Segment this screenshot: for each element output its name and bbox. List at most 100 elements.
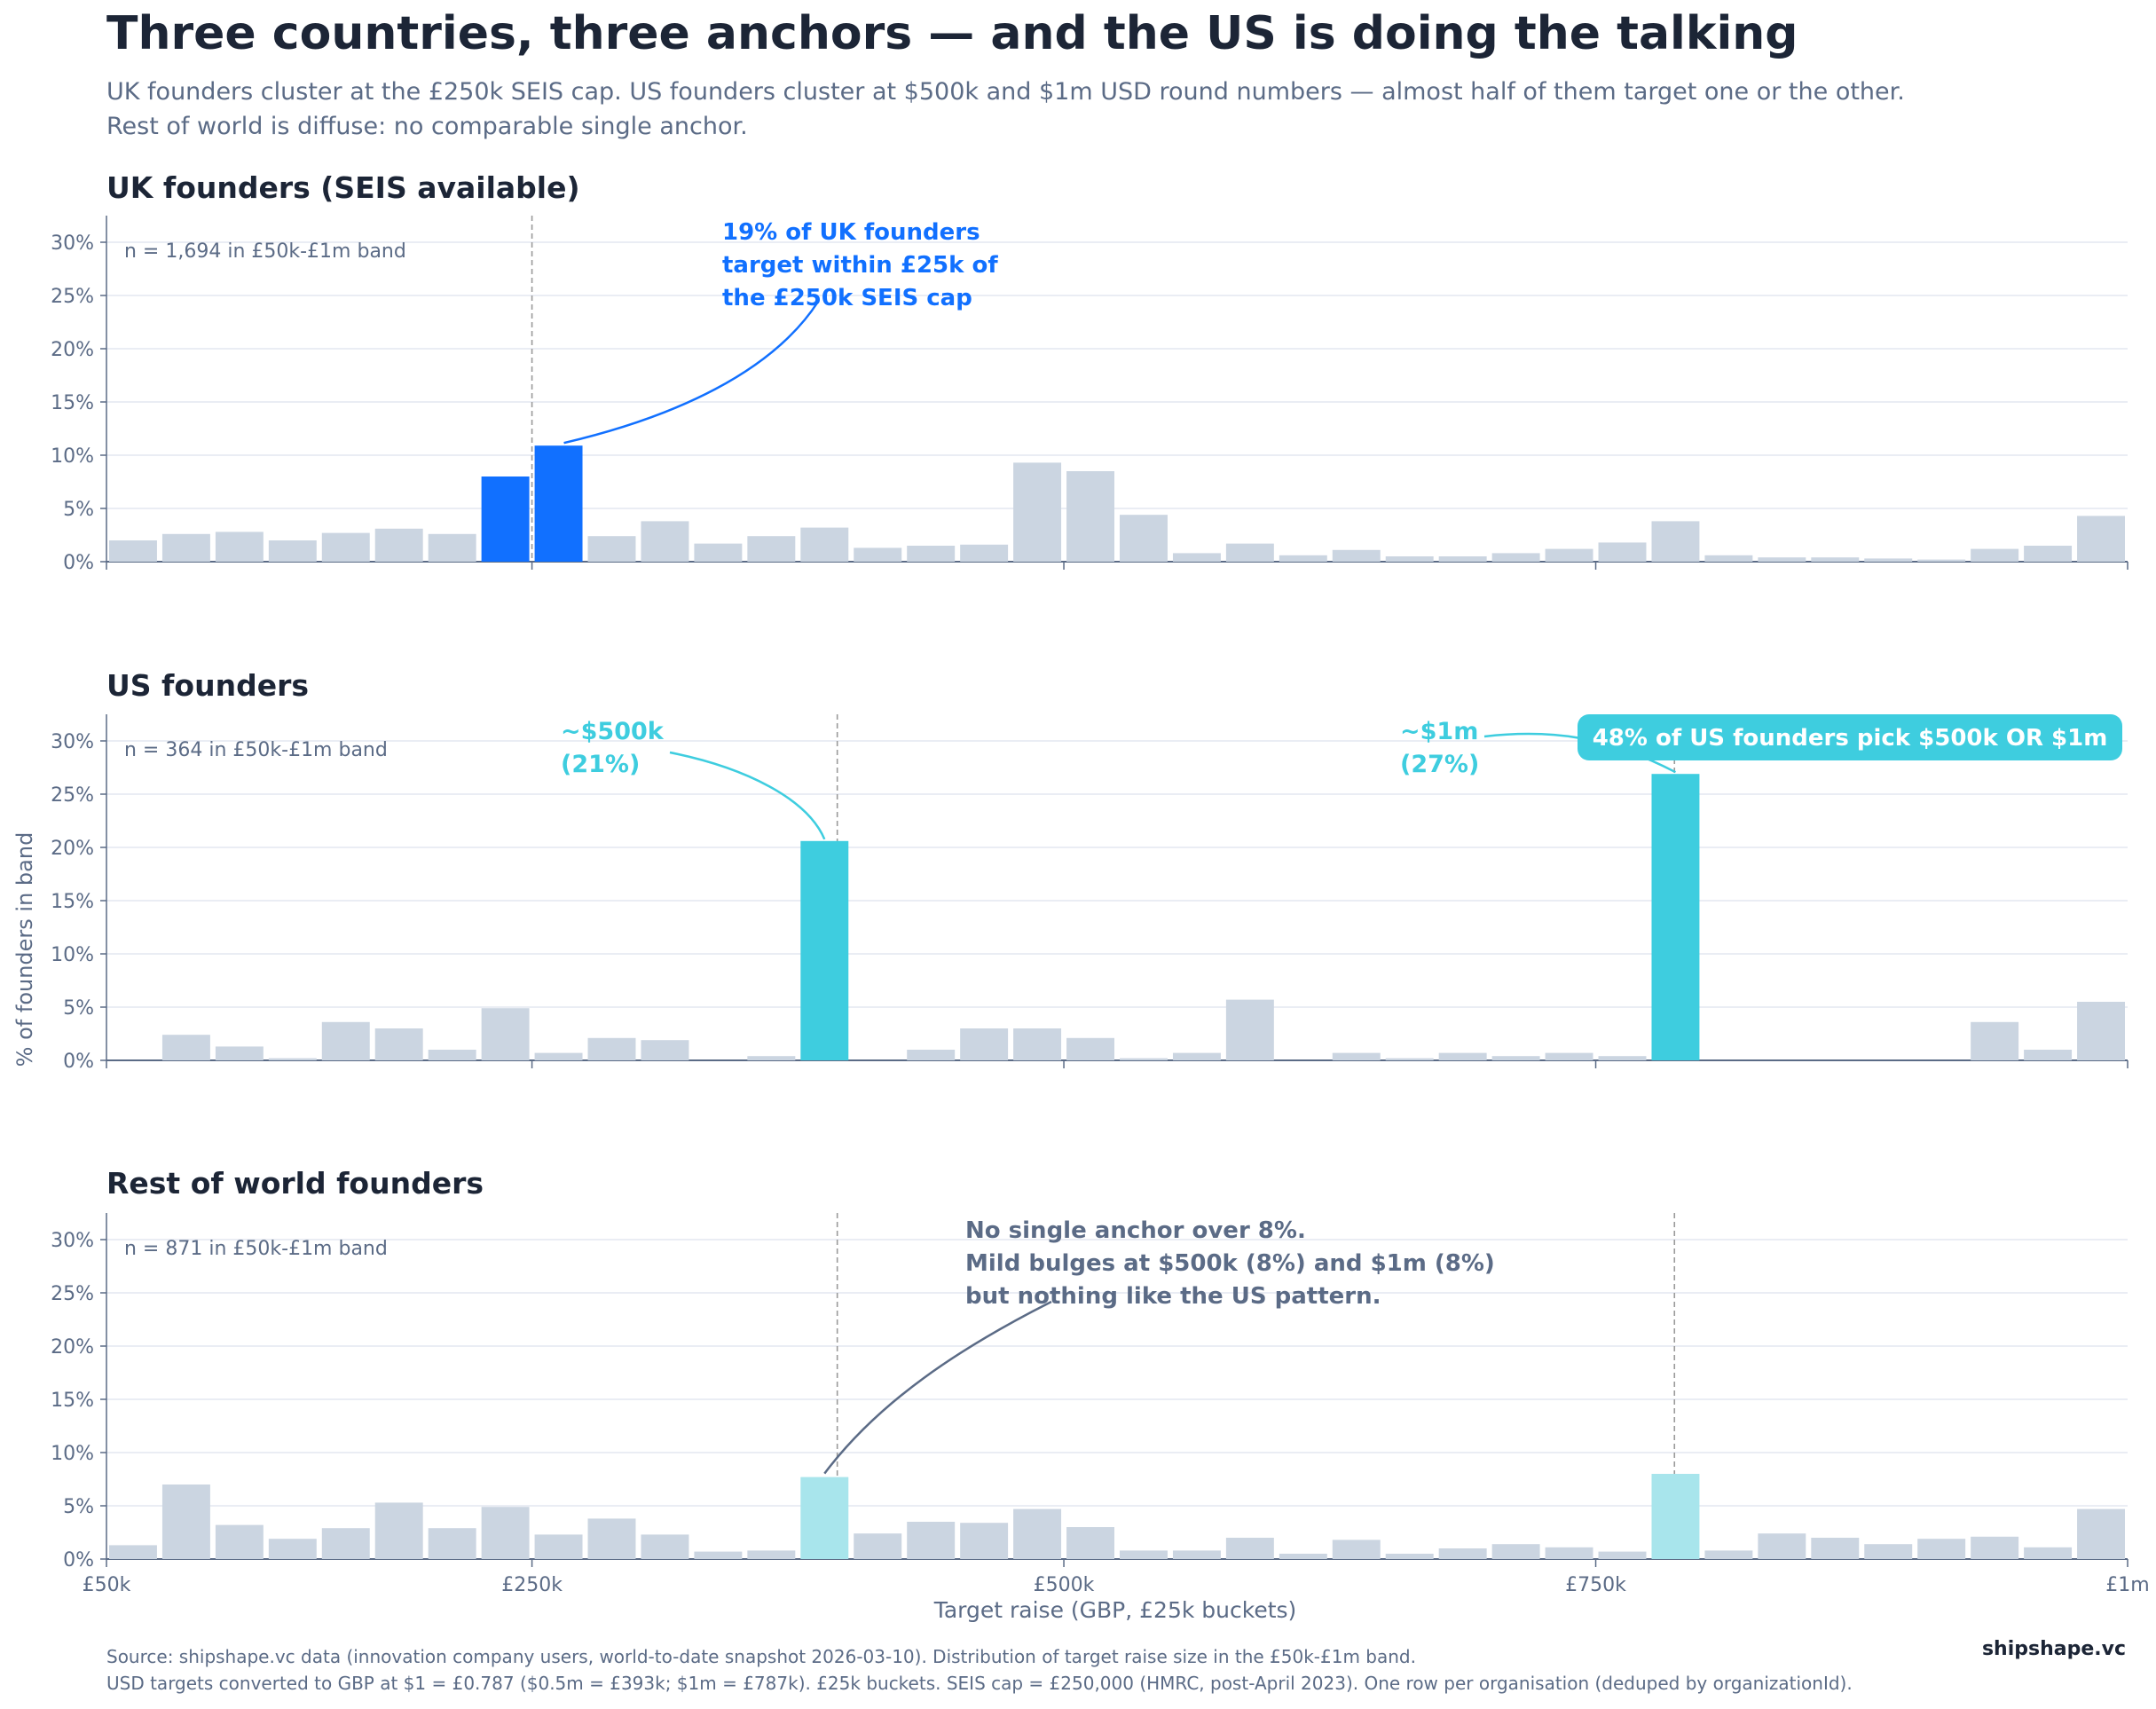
bar	[481, 1507, 530, 1559]
bar	[587, 1518, 636, 1559]
bar	[1704, 555, 1753, 562]
bar-highlight	[481, 476, 530, 562]
bar	[854, 1533, 902, 1559]
bar	[960, 544, 1009, 562]
bar	[1758, 1533, 1806, 1559]
bar	[1066, 1037, 1114, 1060]
bar	[161, 1035, 210, 1060]
bar	[1013, 462, 1062, 562]
annotation-arrow-us-500k	[669, 751, 826, 840]
x-axis-label: Target raise (GBP, £25k buckets)	[933, 1597, 1297, 1623]
x-tick-label: £750k	[1565, 1574, 1626, 1596]
bar	[428, 533, 476, 562]
y-tick-label: 5%	[63, 499, 94, 521]
bar	[747, 1550, 796, 1559]
bar	[1225, 1538, 1274, 1559]
bar	[587, 1037, 636, 1060]
bar	[1120, 515, 1168, 562]
bar	[1864, 558, 1913, 562]
bar	[907, 1050, 956, 1060]
bar	[747, 1056, 796, 1060]
annotation-arrow-row	[823, 1300, 1052, 1475]
panel-title-row: Rest of world founders	[106, 1166, 484, 1201]
panel-title-uk: UK founders (SEIS available)	[106, 170, 580, 205]
y-tick-label: 15%	[51, 891, 94, 913]
bar	[694, 543, 743, 562]
y-tick-label: 20%	[51, 1336, 94, 1359]
bar	[428, 1528, 476, 1559]
y-tick-label: 20%	[51, 838, 94, 860]
annotation-row: No single anchor over 8%. Mild bulges at …	[965, 1217, 1495, 1310]
bar	[1066, 1527, 1114, 1559]
callout-text: 48% of US founders pick $500k OR $1m	[1593, 725, 2108, 752]
annotation-us-500k: ~$500k (21%)	[561, 718, 665, 778]
y-tick-label: 10%	[51, 445, 94, 468]
bar	[641, 1534, 689, 1559]
y-tick-label: 25%	[51, 784, 94, 807]
bar	[1225, 999, 1274, 1060]
bar	[800, 527, 849, 562]
bar	[1651, 521, 1700, 562]
bar	[268, 540, 317, 562]
callout-box	[1578, 714, 2122, 760]
y-tick-label: 10%	[51, 944, 94, 966]
bar	[321, 1021, 370, 1060]
y-tick-label: 30%	[51, 232, 94, 255]
panel-title-us: US founders	[106, 668, 309, 703]
bar	[1598, 1056, 1647, 1060]
y-tick-label: 0%	[63, 552, 94, 574]
bar	[1971, 548, 2019, 562]
bar	[215, 1046, 264, 1060]
bar	[1385, 1554, 1434, 1559]
bar	[1545, 1547, 1593, 1559]
bar	[268, 1539, 317, 1559]
bar	[428, 1050, 476, 1060]
bar	[1864, 1544, 1913, 1559]
bar	[1279, 1554, 1327, 1559]
bar	[161, 533, 210, 562]
bar	[854, 547, 902, 562]
chart-subtitle: UK founders cluster at the £250k SEIS ca…	[106, 78, 1905, 140]
bar	[1332, 549, 1381, 562]
bar	[1385, 556, 1434, 562]
bar	[641, 521, 689, 562]
bar-highlight	[1651, 774, 1700, 1060]
y-tick-label: 10%	[51, 1443, 94, 1465]
bar	[1598, 1551, 1647, 1559]
bar	[1172, 1052, 1221, 1060]
x-tick-label: £50k	[83, 1574, 131, 1596]
y-axis-label: % of founders in band	[12, 831, 37, 1067]
bar	[1438, 556, 1487, 562]
bar	[109, 540, 157, 562]
y-tick-label: 15%	[51, 392, 94, 414]
bar	[960, 1028, 1009, 1060]
bar	[2077, 1508, 2125, 1559]
bar	[1172, 553, 1221, 562]
y-tick-label: 30%	[51, 731, 94, 753]
source-note-line-1: Source: shipshape.vc data (innovation co…	[106, 1646, 1416, 1667]
bar	[1545, 1052, 1593, 1060]
bar	[534, 1534, 583, 1559]
sample-size-label: n = 364 in £50k-£1m band	[124, 739, 388, 761]
bar	[1172, 1550, 1221, 1559]
bar	[2077, 1002, 2125, 1060]
bar	[374, 528, 423, 562]
bar	[1491, 553, 1540, 562]
bar-highlight	[534, 445, 583, 562]
annotation-arrow-uk	[563, 301, 820, 445]
bar	[1332, 1052, 1381, 1060]
source-note-line-2: USD targets converted to GBP at $1 = £0.…	[106, 1673, 1853, 1694]
bar	[1971, 1536, 2019, 1559]
annotation-us-1m: ~$1m (27%)	[1400, 718, 1479, 778]
bar	[1279, 555, 1327, 562]
bar	[907, 546, 956, 562]
chart-title: Three countries, three anchors — and the…	[106, 7, 1798, 60]
bar	[587, 536, 636, 562]
y-tick-label: 0%	[63, 1549, 94, 1571]
bar	[1758, 557, 1806, 562]
bar	[268, 1058, 317, 1060]
bar-highlight	[800, 1477, 849, 1559]
bar	[321, 532, 370, 562]
bar	[1438, 1548, 1487, 1559]
bar	[321, 1528, 370, 1559]
